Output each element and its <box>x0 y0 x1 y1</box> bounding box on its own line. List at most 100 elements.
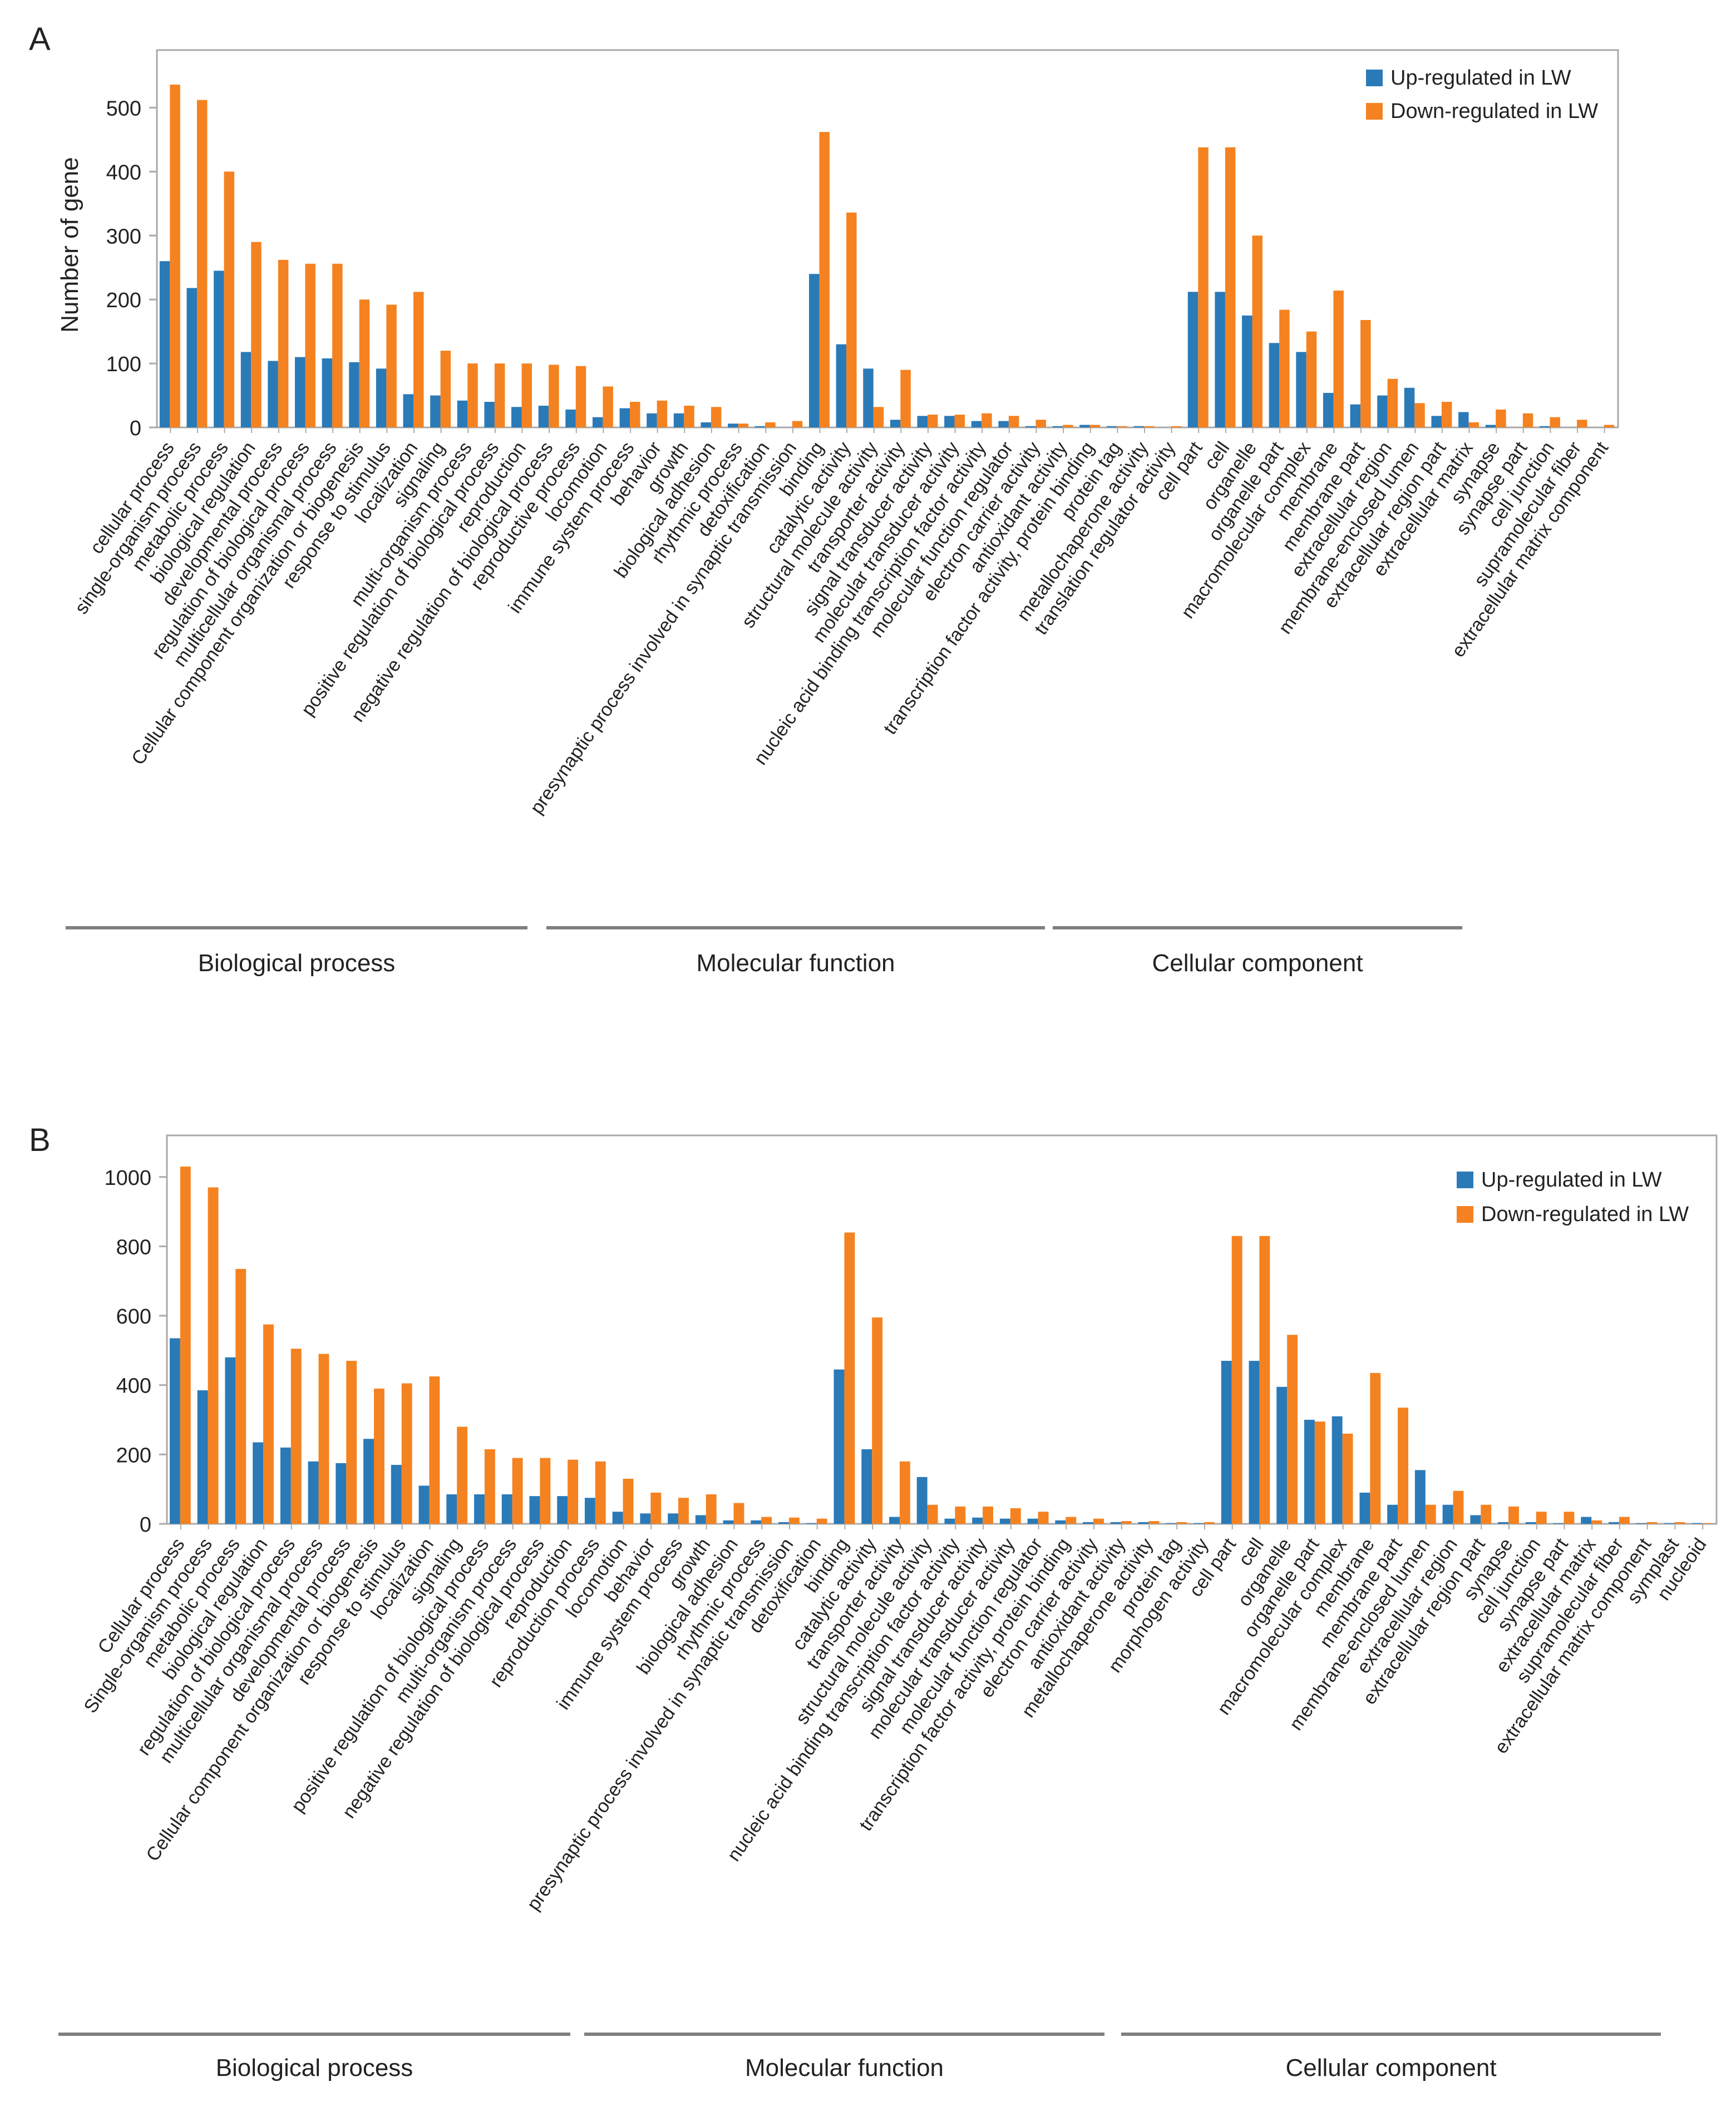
bar-up-26 <box>889 1517 900 1524</box>
bar-down-41 <box>1279 309 1290 427</box>
bar-up-27 <box>916 1477 928 1524</box>
bar-up-48 <box>1458 412 1469 427</box>
y-tick-label: 500 <box>106 97 141 120</box>
bar-down-24 <box>819 132 830 427</box>
bar-up-11 <box>457 400 468 427</box>
legend-entry: Down-regulated in LW <box>1390 100 1598 123</box>
bar-up-14 <box>557 1496 568 1524</box>
bar-down-46 <box>1453 1490 1464 1524</box>
bar-down-19 <box>706 1494 717 1524</box>
bar-down-55 <box>1702 1523 1713 1524</box>
bar-down-3 <box>263 1324 274 1524</box>
bar-down-17 <box>630 402 640 427</box>
bar-down-52 <box>1619 1517 1630 1524</box>
bar-down-18 <box>678 1498 689 1524</box>
bar-down-22 <box>788 1517 800 1524</box>
bar-up-28 <box>944 1518 955 1524</box>
bar-down-40 <box>1287 1335 1298 1524</box>
plot-frame <box>166 1134 1718 1525</box>
y-axis-label: Number of gene <box>56 157 83 333</box>
bar-up-25 <box>861 1449 872 1524</box>
bar-up-49 <box>1485 425 1496 427</box>
bar-up-23 <box>806 1523 817 1524</box>
bar-down-50 <box>1564 1512 1575 1524</box>
bar-up-4 <box>280 1447 291 1524</box>
bar-down-25 <box>846 212 857 427</box>
bar-down-14 <box>568 1459 579 1524</box>
bar-up-8 <box>391 1465 402 1524</box>
bar-up-6 <box>336 1463 347 1524</box>
bar-up-26 <box>863 368 874 427</box>
bar-up-40 <box>1276 1386 1288 1524</box>
bar-down-49 <box>1496 409 1506 427</box>
bar-up-19 <box>673 413 684 427</box>
bar-up-46 <box>1404 387 1415 427</box>
bar-up-47 <box>1431 416 1442 427</box>
y-tick-label: 300 <box>106 225 141 248</box>
bar-up-6 <box>322 358 333 427</box>
bar-down-29 <box>954 415 965 427</box>
bar-down-28 <box>955 1506 966 1524</box>
bar-up-48 <box>1498 1522 1509 1524</box>
bar-up-11 <box>474 1494 485 1524</box>
bar-up-51 <box>1581 1517 1592 1524</box>
bar-up-35 <box>1106 426 1117 427</box>
bar-up-45 <box>1377 395 1388 427</box>
bar-up-44 <box>1387 1504 1398 1524</box>
bar-up-49 <box>1525 1522 1536 1524</box>
bar-down-6 <box>346 1361 357 1524</box>
bar-up-17 <box>640 1513 651 1524</box>
bar-down-37 <box>1171 426 1182 427</box>
bar-up-10 <box>446 1494 457 1524</box>
bar-down-9 <box>429 1376 440 1524</box>
bar-down-51 <box>1591 1520 1602 1524</box>
bar-down-31 <box>1038 1512 1049 1524</box>
bar-down-27 <box>900 370 911 427</box>
bar-up-24 <box>808 274 820 427</box>
legend-entry: Down-regulated in LW <box>1481 1203 1689 1226</box>
bar-down-15 <box>595 1461 606 1524</box>
bar-up-34 <box>1079 425 1090 427</box>
bar-down-28 <box>927 415 938 427</box>
bar-down-11 <box>484 1449 495 1524</box>
bar-down-39 <box>1259 1236 1270 1524</box>
bar-up-50 <box>1553 1523 1564 1524</box>
bar-up-5 <box>295 357 305 427</box>
y-tick-label: 800 <box>116 1236 151 1259</box>
bar-up-16 <box>612 1512 623 1524</box>
group-label: Cellular component <box>1152 949 1363 977</box>
legend-entry: Up-regulated in LW <box>1481 1168 1662 1192</box>
y-tick-label: 200 <box>116 1444 151 1467</box>
bar-up-20 <box>723 1520 734 1524</box>
bar-down-20 <box>733 1503 744 1524</box>
bar-up-1 <box>186 288 197 427</box>
bar-down-2 <box>235 1268 246 1524</box>
bar-down-3 <box>251 242 262 427</box>
bar-up-52 <box>1609 1522 1619 1524</box>
bar-down-29 <box>983 1506 994 1524</box>
bar-up-7 <box>349 362 359 427</box>
bar-up-25 <box>836 344 847 427</box>
bar-up-20 <box>701 422 711 427</box>
y-tick-label: 600 <box>116 1305 151 1328</box>
bar-up-42 <box>1296 352 1306 427</box>
bar-up-43 <box>1359 1492 1370 1524</box>
bar-down-33 <box>1063 425 1073 427</box>
bar-down-2 <box>224 171 235 427</box>
group-label: Biological process <box>216 2054 413 2082</box>
legend-swatch-up <box>1457 1172 1473 1188</box>
bar-down-48 <box>1508 1506 1519 1524</box>
bar-down-42 <box>1306 331 1317 427</box>
bar-up-46 <box>1442 1504 1453 1524</box>
bar-down-48 <box>1468 422 1479 427</box>
bar-up-32 <box>1055 1520 1066 1524</box>
bar-up-22 <box>778 1522 789 1524</box>
bar-up-7 <box>363 1439 374 1524</box>
plot-frame <box>156 49 1619 429</box>
bar-up-0 <box>169 1338 180 1524</box>
bar-down-53 <box>1604 425 1615 427</box>
bar-up-41 <box>1269 343 1280 427</box>
bar-up-39 <box>1249 1361 1260 1524</box>
bar-down-14 <box>549 365 559 427</box>
